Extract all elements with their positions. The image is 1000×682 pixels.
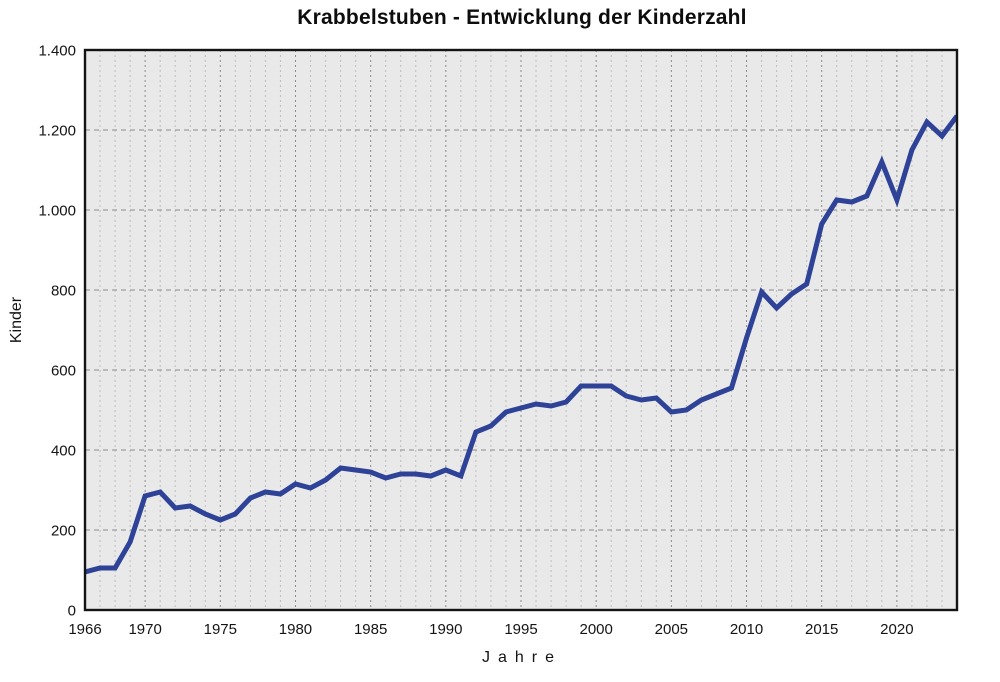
x-tick-label: 1985 bbox=[354, 621, 387, 638]
y-tick-label: 800 bbox=[51, 283, 76, 300]
x-axis-label: Jahre bbox=[481, 649, 563, 666]
y-tick-label: 1.200 bbox=[38, 123, 76, 140]
x-tick-label: 1975 bbox=[204, 621, 237, 638]
x-tick-label: 2000 bbox=[579, 621, 612, 638]
x-tick-label: 2020 bbox=[880, 621, 913, 638]
x-tick-label: 1980 bbox=[279, 621, 312, 638]
y-tick-label: 200 bbox=[51, 523, 76, 540]
y-axis-label: Kinder bbox=[8, 296, 25, 344]
y-tick-label: 0 bbox=[68, 603, 76, 620]
data-line-kinder bbox=[85, 114, 957, 575]
y-tick-label: 1.400 bbox=[38, 43, 76, 60]
x-tick-label: 2015 bbox=[805, 621, 838, 638]
x-tick-label: 1990 bbox=[429, 621, 462, 638]
x-tick-label: 2010 bbox=[730, 621, 763, 638]
x-tick-label: 1970 bbox=[128, 621, 161, 638]
y-tick-label: 400 bbox=[51, 443, 76, 460]
x-tick-label: 2005 bbox=[655, 621, 688, 638]
y-tick-label: 600 bbox=[51, 363, 76, 380]
x-tick-label: 1995 bbox=[504, 621, 537, 638]
chart-title: Krabbelstuben - Entwicklung der Kinderza… bbox=[297, 6, 747, 29]
x-tick-label: 1966 bbox=[68, 621, 101, 638]
y-tick-label: 1.000 bbox=[38, 203, 76, 220]
plot-frame bbox=[83, 48, 959, 612]
